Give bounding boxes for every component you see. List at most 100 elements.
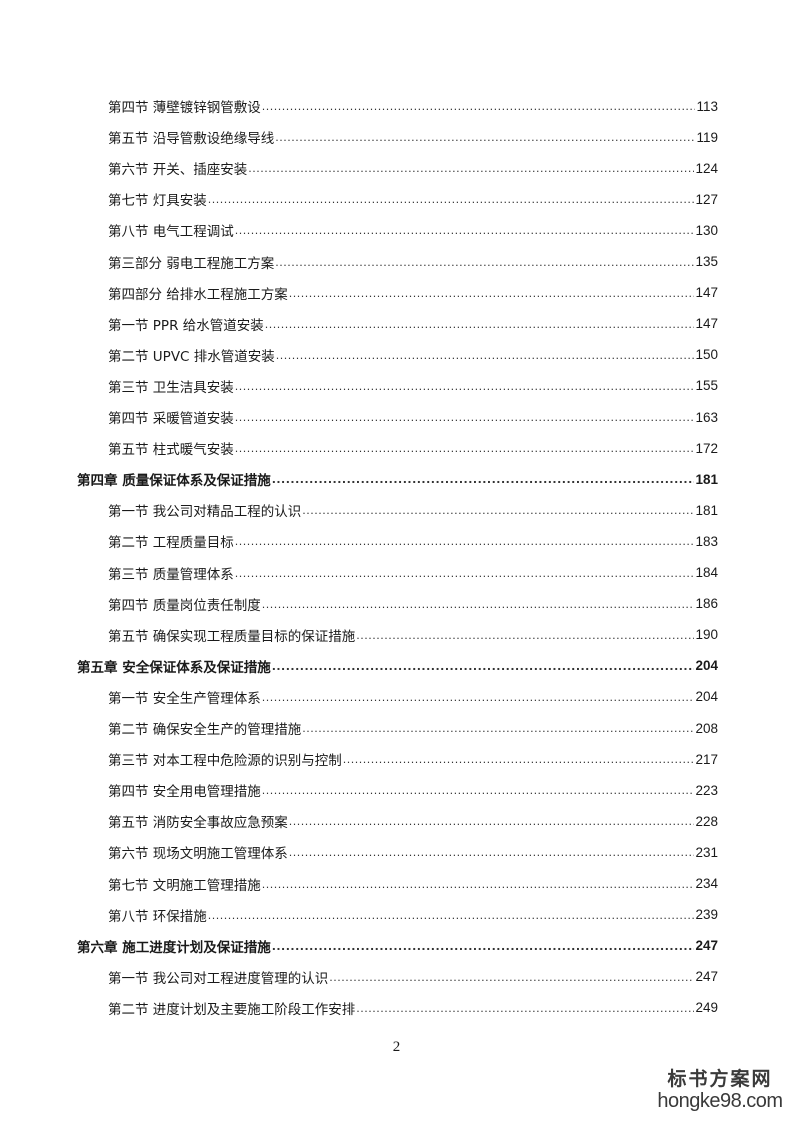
toc-section-entry[interactable]: 第三节 对本工程中危险源的识别与控制 217	[108, 748, 718, 770]
toc-leader-dots	[272, 940, 695, 957]
toc-entry-title: 第三节 质量管理体系	[108, 566, 234, 583]
toc-entry-title: 第六节 开关、插座安装	[108, 162, 248, 179]
toc-leader-dots	[262, 100, 696, 117]
toc-entry-title: 第五节 确保实现工程质量目标的保证措施	[108, 628, 356, 645]
watermark-cn: 标书方案网	[667, 1068, 773, 1090]
toc-entry-page: 204	[695, 658, 718, 674]
toc-section-entry[interactable]: 第一节 安全生产管理体系 204	[108, 686, 718, 708]
toc-section-entry[interactable]: 第三节 卫生洁具安装 155	[108, 375, 718, 397]
toc-chapter-entry[interactable]: 第四章 质量保证体系及保证措施 181	[77, 468, 718, 490]
toc-section-entry[interactable]: 第一节 PPR 给水管道安装 147	[108, 313, 718, 335]
toc-entry-title: 第二节 进度计划及主要施工阶段工作安排	[108, 1001, 356, 1018]
toc-leader-dots	[235, 535, 695, 552]
toc-entry-page: 234	[695, 876, 718, 891]
toc-entry-page: 172	[695, 440, 718, 456]
toc-leader-dots	[276, 349, 695, 366]
toc-section-entry[interactable]: 第五节 确保实现工程质量目标的保证措施 190	[108, 624, 718, 646]
toc-section-entry[interactable]: 第四节 质量岗位责任制度 186	[108, 593, 718, 615]
toc-section-entry[interactable]: 第二节 确保安全生产的管理措施 208	[108, 717, 718, 739]
toc-entry-page: 124	[695, 160, 718, 176]
toc-section-entry[interactable]: 第二节 进度计划及主要施工阶段工作安排 249	[108, 997, 718, 1019]
page-number: 2	[392, 1039, 401, 1055]
toc-entry-page: 147	[695, 285, 718, 301]
toc-section-entry[interactable]: 第四部分 给排水工程施工方案 147	[108, 282, 718, 304]
toc-entry-page: 228	[695, 813, 718, 829]
toc-entry-page: 181	[695, 471, 718, 487]
toc-section-entry[interactable]: 第三部分 弱电工程施工方案 135	[108, 251, 718, 273]
toc-leader-dots	[208, 909, 695, 926]
toc-entry-page: 150	[695, 347, 718, 363]
toc-section-entry[interactable]: 第五节 柱式暖气安装 172	[108, 437, 718, 459]
toc-leader-dots	[329, 971, 694, 988]
toc-leader-dots	[272, 473, 695, 490]
toc-leader-dots	[289, 846, 695, 863]
toc-entry-title: 第二节 确保安全生产的管理措施	[108, 722, 302, 738]
toc-entry-title: 第四部分 给排水工程施工方案	[108, 286, 288, 303]
toc-section-entry[interactable]: 第四节 安全用电管理措施 223	[108, 779, 718, 801]
toc-entry-title: 第八节 环保措施	[108, 908, 207, 925]
toc-leader-dots	[248, 162, 694, 179]
toc-entry-page: 113	[696, 98, 718, 114]
toc-section-entry[interactable]: 第七节 灯具安装 127	[108, 188, 718, 210]
toc-entry-page: 247	[695, 969, 718, 985]
toc-section-entry[interactable]: 第四节 薄壁镀锌钢管敷设 113	[108, 95, 718, 117]
toc-leader-dots	[289, 287, 695, 304]
toc-leader-dots	[235, 224, 695, 241]
toc-entry-page: 155	[695, 378, 718, 394]
toc-section-entry[interactable]: 第五节 沿导管敷设绝缘导线 119	[108, 126, 718, 148]
toc-chapter-entry[interactable]: 第五章 安全保证体系及保证措施 204	[77, 655, 718, 677]
toc-leader-dots	[275, 131, 695, 148]
toc-entry-page: 239	[695, 907, 718, 923]
toc-leader-dots	[356, 1002, 694, 1019]
toc-section-entry[interactable]: 第四节 采暖管道安装 163	[108, 406, 718, 428]
toc-entry-page: 184	[695, 565, 718, 580]
toc-section-entry[interactable]: 第七节 文明施工管理措施 234	[108, 873, 718, 895]
toc-section-entry[interactable]: 第八节 环保措施 239	[108, 904, 718, 926]
toc-section-entry[interactable]: 第二节 UPVC 排水管道安装 150	[108, 344, 718, 366]
toc-entry-title: 第三节 对本工程中危险源的识别与控制	[108, 753, 342, 770]
toc-chapter-entry[interactable]: 第六章 施工进度计划及保证措施 247	[77, 935, 718, 957]
watermark-en: hongke98.com	[657, 1090, 783, 1112]
toc-entry-page: 130	[695, 222, 718, 238]
toc-entry-title: 第四节 采暖管道安装	[108, 411, 234, 427]
toc-section-entry[interactable]: 第六节 现场文明施工管理体系 231	[108, 841, 718, 863]
toc-leader-dots	[262, 598, 695, 615]
toc-section-entry[interactable]: 第一节 我公司对工程进度管理的认识 247	[108, 966, 718, 988]
toc-entry-title: 第三节 卫生洁具安装	[108, 379, 234, 396]
toc-leader-dots	[356, 629, 694, 646]
toc-entry-title: 第五节 消防安全事故应急预案	[108, 815, 288, 832]
toc-leader-dots	[235, 567, 695, 584]
toc-entry-page: 223	[695, 782, 718, 798]
toc-section-entry[interactable]: 第五节 消防安全事故应急预案 228	[108, 810, 718, 832]
toc-leader-dots	[235, 380, 695, 397]
toc-entry-page: 249	[695, 1000, 718, 1016]
toc-section-entry[interactable]: 第六节 开关、插座安装 124	[108, 157, 718, 179]
toc-leader-dots	[235, 411, 695, 428]
toc-entry-title: 第四节 薄壁镀锌钢管敷设	[108, 100, 261, 116]
toc-section-entry[interactable]: 第一节 我公司对精品工程的认识 181	[108, 499, 718, 521]
toc-leader-dots	[302, 722, 694, 739]
toc-section-entry[interactable]: 第八节 电气工程调试 130	[108, 219, 718, 241]
toc-entry-title: 第六章 施工进度计划及保证措施	[77, 939, 271, 956]
toc-entry-title: 第五章 安全保证体系及保证措施	[77, 659, 271, 676]
toc-leader-dots	[208, 193, 695, 210]
toc-leader-dots	[343, 753, 695, 770]
toc-leader-dots	[265, 318, 695, 335]
toc-entry-page: 204	[695, 689, 718, 705]
toc-entry-title: 第七节 文明施工管理措施	[108, 877, 261, 894]
toc-leader-dots	[262, 878, 695, 895]
toc-entry-page: 190	[695, 627, 718, 643]
toc-entry-title: 第五节 柱式暖气安装	[108, 442, 234, 459]
toc-entry-page: 186	[695, 596, 718, 612]
toc-entry-title: 第三部分 弱电工程施工方案	[108, 255, 275, 272]
toc-entry-page: 119	[696, 129, 718, 145]
toc-section-entry[interactable]: 第二节 工程质量目标 183	[108, 530, 718, 552]
toc-entry-title: 第八节 电气工程调试	[108, 224, 234, 241]
toc-entry-page: 231	[695, 844, 718, 860]
toc-entry-page: 163	[695, 409, 718, 425]
toc-leader-dots	[302, 504, 694, 521]
toc-leader-dots	[289, 815, 695, 832]
toc-entry-title: 第六节 现场文明施工管理体系	[108, 846, 288, 863]
toc-section-entry[interactable]: 第三节 质量管理体系 184	[108, 562, 718, 584]
toc-entry-page: 147	[695, 316, 718, 332]
